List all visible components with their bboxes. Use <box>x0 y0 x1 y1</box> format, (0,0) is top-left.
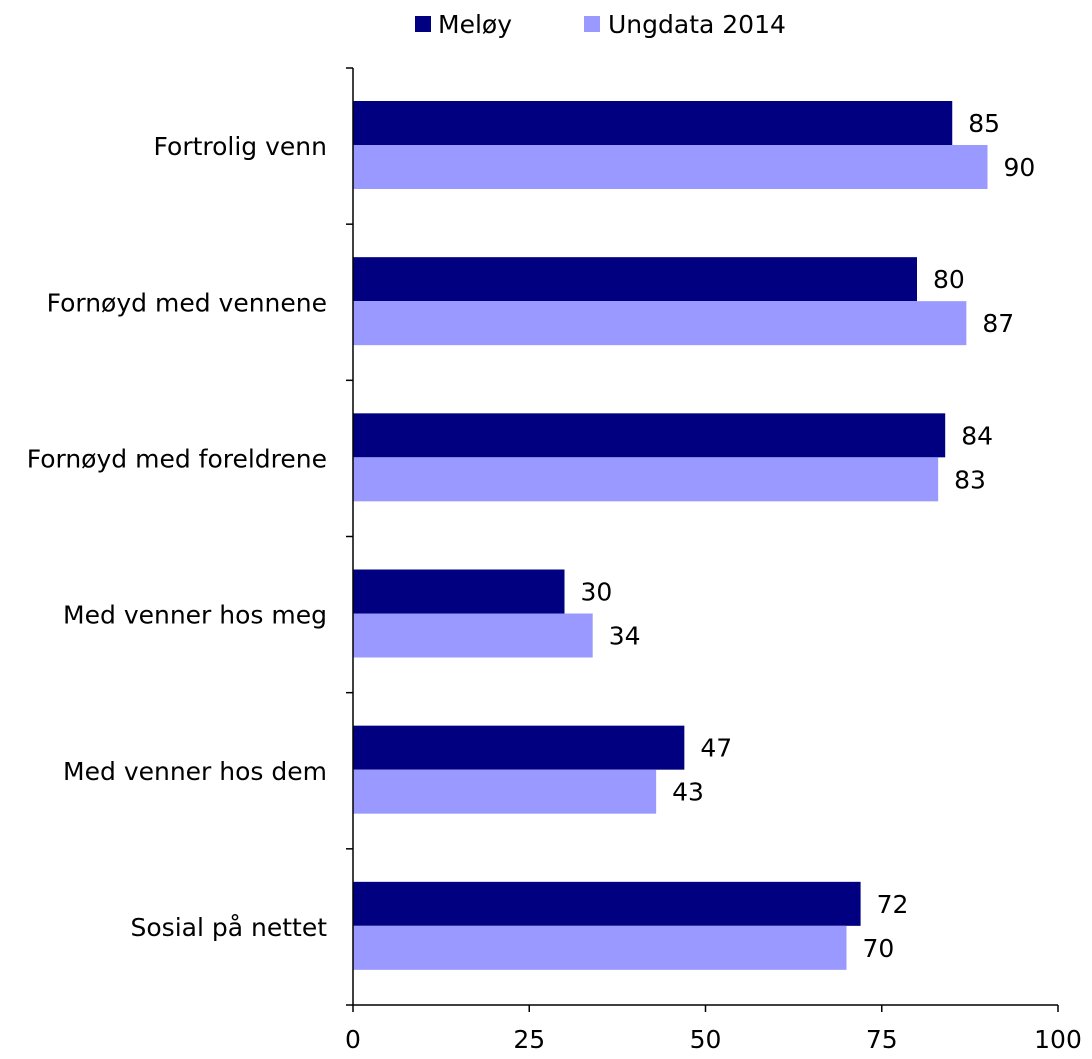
value-label: 84 <box>961 421 993 450</box>
category-label: Med venner hos dem <box>63 757 327 786</box>
value-label: 83 <box>954 465 986 494</box>
value-label: 47 <box>700 734 732 763</box>
bar-meloy-2 <box>353 413 946 458</box>
legend-swatch <box>415 16 431 32</box>
legend-item-meloy: Meløy <box>415 10 512 39</box>
bar-ungdata-0 <box>353 145 988 189</box>
bar-ungdata-2 <box>353 457 939 502</box>
bar-meloy-4 <box>353 725 685 770</box>
category-label: Fornøyd med vennene <box>47 288 327 317</box>
value-label: 87 <box>982 309 1014 338</box>
value-label: 34 <box>609 622 641 651</box>
axes-layer: 0 25 50 75 100 <box>345 67 1082 1054</box>
category-label: Fornøyd med foreldrene <box>27 444 327 473</box>
x-tick-label: 75 <box>866 1025 898 1054</box>
bar-meloy-0 <box>353 101 953 145</box>
category-label: Sosial på nettet <box>131 913 328 942</box>
legend-item-ungdata: Ungdata 2014 <box>584 10 786 39</box>
bar-meloy-5 <box>353 881 861 926</box>
legend-label: Ungdata 2014 <box>608 10 786 39</box>
value-label: 30 <box>581 578 613 607</box>
x-tick-label: 0 <box>345 1025 361 1054</box>
value-label: 80 <box>933 265 965 294</box>
category-label: Fortrolig venn <box>154 132 327 161</box>
category-labels-layer: Fortrolig venn Fornøyd med vennene Fornøyd… <box>27 132 327 942</box>
category-label: Med venner hos meg <box>63 601 327 630</box>
legend-label: Meløy <box>438 10 512 39</box>
legend-swatch <box>584 16 600 32</box>
value-label: 72 <box>877 890 909 919</box>
x-tick-label: 25 <box>513 1025 545 1054</box>
bar-meloy-3 <box>353 569 565 614</box>
bar-ungdata-4 <box>353 769 657 814</box>
x-tick-label: 100 <box>1034 1025 1082 1054</box>
bars-layer <box>353 101 988 970</box>
bar-ungdata-1 <box>353 301 967 346</box>
x-tick-label: 50 <box>690 1025 722 1054</box>
value-label: 85 <box>968 109 1000 138</box>
value-label: 70 <box>863 934 895 963</box>
value-label: 43 <box>672 778 704 807</box>
value-label: 90 <box>1004 153 1036 182</box>
bar-ungdata-5 <box>353 925 847 970</box>
bar-ungdata-3 <box>353 613 593 658</box>
bar-meloy-1 <box>353 257 917 302</box>
legend: Meløy Ungdata 2014 <box>415 10 786 39</box>
